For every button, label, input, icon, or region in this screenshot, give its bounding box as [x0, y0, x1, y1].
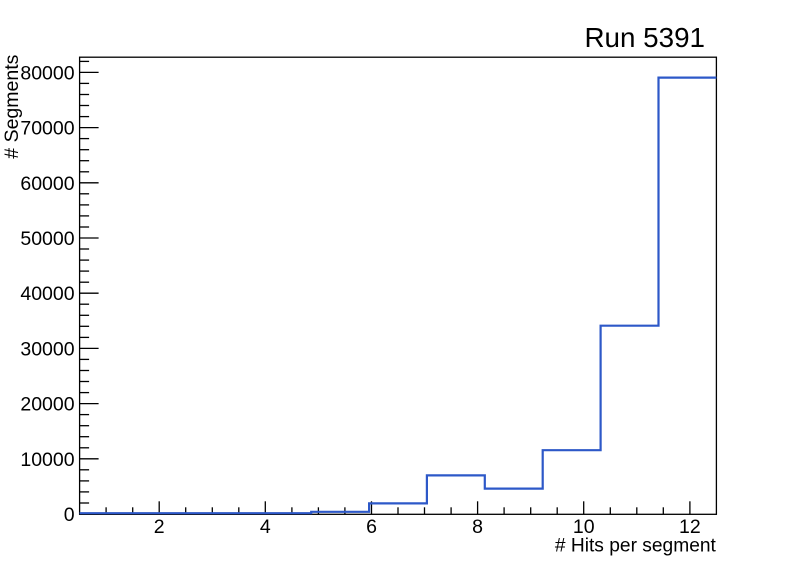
- svg-text:10: 10: [573, 516, 595, 538]
- svg-text:10000: 10000: [20, 449, 74, 471]
- svg-text:60000: 60000: [20, 173, 74, 195]
- svg-text:4: 4: [260, 516, 271, 538]
- svg-text:40000: 40000: [20, 283, 74, 305]
- svg-text:Run 5391: Run 5391: [584, 22, 705, 53]
- svg-text:0: 0: [64, 504, 75, 526]
- svg-text:# Segments: # Segments: [1, 54, 23, 158]
- svg-text:12: 12: [679, 516, 701, 538]
- svg-text:2: 2: [154, 516, 165, 538]
- svg-text:# Hits per segment: # Hits per segment: [555, 535, 717, 556]
- svg-text:80000: 80000: [20, 62, 74, 84]
- svg-text:20000: 20000: [20, 394, 74, 416]
- svg-text:8: 8: [472, 516, 483, 538]
- svg-text:50000: 50000: [20, 228, 74, 250]
- svg-text:6: 6: [366, 516, 377, 538]
- svg-text:30000: 30000: [20, 338, 74, 360]
- svg-text:70000: 70000: [20, 118, 74, 140]
